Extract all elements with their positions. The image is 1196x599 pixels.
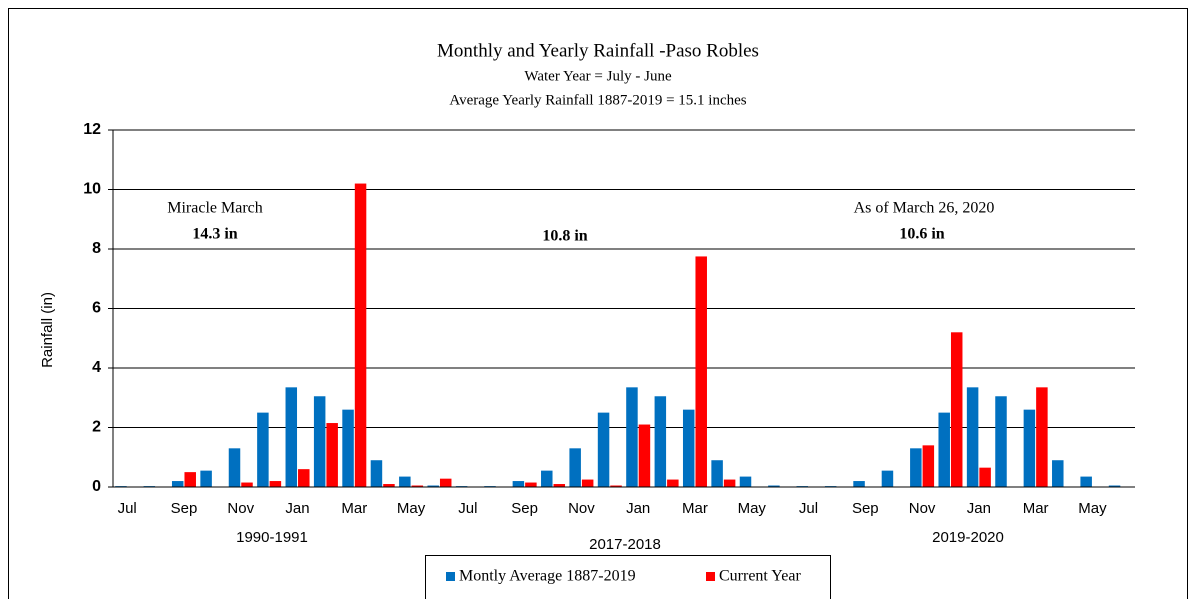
bar bbox=[881, 470, 894, 487]
y-tick-label: 2 bbox=[92, 419, 101, 436]
bar bbox=[298, 469, 310, 487]
y-tick-label: 10 bbox=[83, 181, 101, 198]
bar bbox=[581, 479, 594, 487]
y-tick-label: 6 bbox=[92, 300, 101, 317]
bar bbox=[966, 387, 979, 487]
annotation: Miracle March bbox=[167, 200, 263, 217]
bar bbox=[383, 484, 395, 487]
bar bbox=[171, 481, 184, 487]
bar bbox=[910, 448, 922, 487]
x-tick-label: Sep bbox=[852, 500, 879, 517]
bar bbox=[979, 467, 991, 487]
x-tick-label: Nov bbox=[568, 500, 595, 517]
bar bbox=[269, 481, 282, 487]
bar bbox=[711, 460, 723, 487]
x-tick-label: Mar bbox=[682, 500, 708, 517]
bar bbox=[1080, 476, 1092, 487]
x-tick-label: Jan bbox=[967, 500, 991, 517]
bar bbox=[241, 482, 253, 487]
x-tick-label: Jul bbox=[458, 500, 477, 517]
bar bbox=[1052, 460, 1064, 487]
bar bbox=[853, 481, 865, 487]
bar bbox=[439, 478, 452, 487]
bar bbox=[370, 460, 383, 487]
bar bbox=[285, 387, 298, 487]
bar bbox=[610, 485, 622, 487]
y-tick-label: 8 bbox=[92, 240, 101, 257]
bar bbox=[411, 485, 424, 487]
annotation: As of March 26, 2020 bbox=[854, 200, 995, 217]
legend-box bbox=[425, 555, 831, 599]
bar bbox=[950, 332, 963, 487]
bar bbox=[200, 470, 212, 487]
y-tick-label: 4 bbox=[92, 359, 101, 376]
bar bbox=[1036, 387, 1048, 487]
bar bbox=[313, 396, 326, 487]
bar bbox=[326, 423, 338, 487]
bar bbox=[1023, 409, 1036, 487]
group-label: 1990-1991 bbox=[236, 529, 308, 546]
bar bbox=[541, 470, 553, 487]
x-tick-label: May bbox=[738, 500, 767, 517]
annotation: 14.3 in bbox=[192, 226, 237, 243]
chart-subtitle: Average Yearly Rainfall 1887-2019 = 15.1… bbox=[449, 92, 746, 108]
x-tick-label: Jul bbox=[118, 500, 137, 517]
chart-subtitle: Water Year = July - June bbox=[524, 68, 672, 84]
x-tick-label: Jan bbox=[626, 500, 650, 517]
chart-title: Monthly and Yearly Rainfall -Paso Robles bbox=[437, 40, 759, 61]
legend-label: Montly Average 1887-2019 bbox=[459, 568, 636, 585]
x-tick-label: Sep bbox=[171, 500, 198, 517]
bar bbox=[525, 482, 537, 487]
bar bbox=[768, 485, 780, 487]
bar bbox=[427, 485, 439, 487]
x-tick-label: Mar bbox=[1023, 500, 1049, 517]
bar bbox=[342, 409, 354, 487]
x-tick-label: Mar bbox=[341, 500, 367, 517]
x-tick-label: Sep bbox=[511, 500, 538, 517]
x-tick-label: May bbox=[397, 500, 426, 517]
bar bbox=[654, 396, 667, 487]
legend-swatch bbox=[446, 572, 455, 581]
legend-label: Current Year bbox=[719, 568, 801, 585]
bar bbox=[723, 479, 736, 487]
legend-swatch bbox=[706, 572, 715, 581]
y-tick-label: 12 bbox=[83, 121, 101, 138]
bar bbox=[553, 484, 566, 487]
bar bbox=[569, 448, 581, 487]
bar bbox=[184, 472, 196, 487]
x-tick-label: Nov bbox=[227, 500, 254, 517]
bar bbox=[354, 183, 367, 488]
bar bbox=[399, 476, 411, 487]
x-tick-label: Jul bbox=[799, 500, 818, 517]
x-tick-label: Nov bbox=[909, 500, 936, 517]
bar bbox=[257, 412, 269, 487]
x-tick-label: Jan bbox=[285, 500, 309, 517]
y-axis-label: Rainfall (in) bbox=[39, 292, 56, 368]
y-tick-label: 0 bbox=[92, 478, 101, 495]
x-tick-label: May bbox=[1078, 500, 1107, 517]
group-label: 2019-2020 bbox=[932, 529, 1004, 546]
bar bbox=[228, 448, 241, 487]
bar bbox=[597, 412, 610, 487]
annotation: 10.6 in bbox=[899, 226, 944, 243]
bar bbox=[512, 481, 525, 487]
bar bbox=[739, 476, 752, 487]
bar bbox=[695, 256, 707, 487]
chart-frame bbox=[8, 8, 1188, 599]
bar bbox=[995, 396, 1007, 487]
group-label: 2017-2018 bbox=[589, 536, 661, 553]
bar bbox=[638, 424, 651, 487]
bar bbox=[626, 387, 638, 487]
bar bbox=[938, 412, 950, 487]
bar bbox=[667, 479, 679, 487]
bar bbox=[1108, 485, 1121, 487]
bar bbox=[922, 445, 935, 487]
annotation: 10.8 in bbox=[542, 228, 587, 245]
bar bbox=[682, 409, 695, 487]
